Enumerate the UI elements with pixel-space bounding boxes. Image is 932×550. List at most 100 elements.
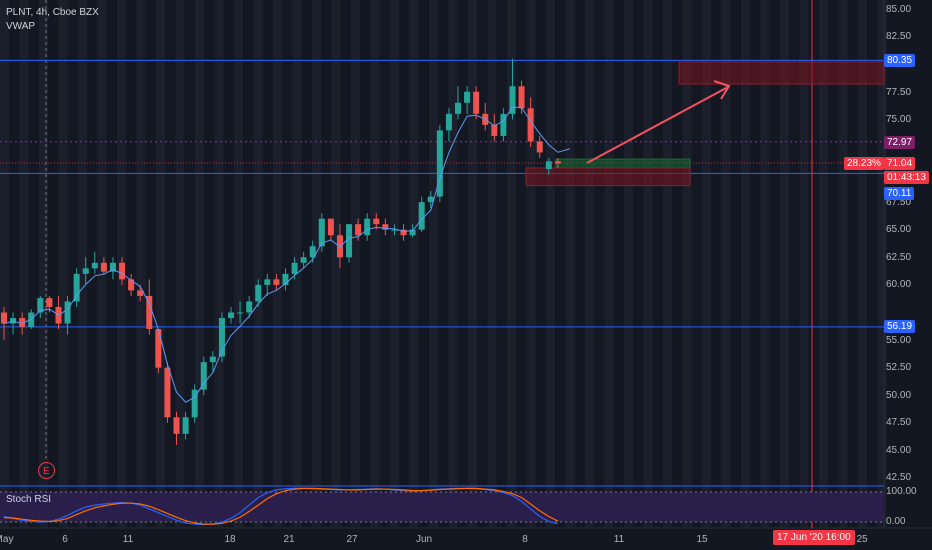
session-band [487,0,497,527]
price-tick: 42.50 [886,472,912,483]
price-tick: 85.00 [886,4,912,15]
candle-body [137,290,144,296]
price-tick: 67.50 [886,197,912,208]
session-band [253,0,263,527]
time-tick: 27 [346,534,358,545]
price-tick: 82.50 [886,31,912,42]
price-tick: 65.00 [886,224,912,235]
indicator-label[interactable]: VWAP [6,21,36,32]
candle-body [291,262,298,274]
session-band [507,0,516,527]
candle-body [191,389,198,418]
long-profit-box [555,158,691,169]
session-band [39,0,48,527]
session-band [448,0,458,527]
candle-body [255,284,262,302]
candle-body [364,218,371,236]
session-band [234,0,243,527]
support-lower-price-label: 56.19 [884,320,916,333]
candle-body [19,317,26,327]
candle-body [209,356,216,363]
price-tick: 55.00 [886,335,912,346]
session-band [858,0,867,527]
session-band [390,0,399,527]
candle-body [109,262,116,272]
vwap-line [3,106,571,403]
candle-body [300,257,307,263]
candle-body [536,141,543,153]
candle-body [373,218,380,225]
session-band [663,0,672,527]
candle-body [246,301,253,313]
candle-body [327,218,334,236]
earnings-event-icon[interactable]: E [38,462,55,479]
session-band [877,0,887,527]
time-tick: 6 [62,534,68,545]
candle-body [436,130,443,197]
candle-body [46,298,53,307]
price-tick: 45.00 [886,445,912,456]
time-tick: 21 [283,534,295,545]
session-band [78,0,87,527]
candle-body [400,229,407,236]
candle-body [309,246,316,258]
session-band [565,0,575,527]
candle-body [518,86,525,109]
current-price-label: 71.04 [884,157,916,170]
session-band [214,0,224,527]
support-upper-price-label: 70.11 [884,187,915,200]
session-band [175,0,185,527]
candle-body [409,229,416,236]
session-band [526,0,536,527]
candle-body [382,224,389,230]
rsi-band [0,492,884,522]
candle-body [500,113,507,136]
candle-body [346,224,353,258]
session-band [468,0,477,527]
price-tick: 75.00 [886,114,912,125]
price-tick: 52.50 [886,362,912,373]
long-stop-box [525,167,691,187]
candle-body [128,279,135,291]
candle-body [464,91,471,103]
candle-body [318,218,325,247]
session-band [429,0,438,527]
resistance-price-label: 80.35 [884,54,916,67]
time-tick: 18 [224,534,236,545]
session-band [351,0,360,527]
session-band [741,0,750,527]
time-tick: May [0,534,14,545]
candle-body [418,202,425,230]
candle-body [264,279,271,285]
session-band [585,0,594,527]
symbol-header[interactable]: PLNT, 4h, Cboe BZX [6,7,99,18]
countdown-label: 01:43:13 [884,171,929,184]
session-band [0,0,9,527]
candle-body [146,295,153,330]
trend-arrow [586,86,729,164]
stoch-rsi-label[interactable]: Stoch RSI [6,494,52,505]
candle-body [445,113,452,131]
candle-body [73,273,80,302]
candle-body [391,229,398,231]
session-band [702,0,711,527]
time-tick: 11 [122,534,134,545]
candle-body [237,312,244,314]
rsi-tick-100: 100.00 [886,486,917,497]
candle-body [164,367,171,418]
candle-body [427,196,434,203]
trend-arrow-head [713,80,731,100]
session-band [624,0,633,527]
session-band [19,0,29,527]
candle-body [1,312,7,324]
cursor-time-tag: 17 Jun '20 16:00 [773,530,855,545]
session-band [760,0,770,527]
session-band [721,0,731,527]
session-band [370,0,380,527]
time-tick: Jun [415,534,433,545]
price-tick: 77.50 [886,87,912,98]
candle-body [554,161,561,164]
session-band [780,0,789,527]
